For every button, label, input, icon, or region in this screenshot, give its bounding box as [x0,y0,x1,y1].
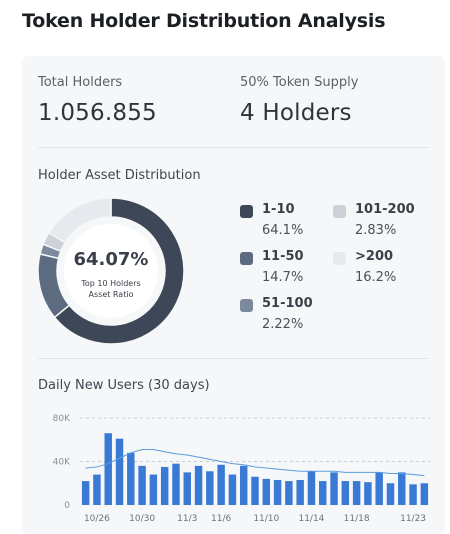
legend-item-200-plus: >200 16.2% [333,249,450,293]
x-tick-label: 11/18 [344,514,370,524]
legend-swatch [240,299,253,312]
bar [409,484,417,505]
legend-pct: 64.1% [262,223,304,238]
x-tick-label: 11/23 [400,514,426,524]
bar [352,481,361,505]
y-tick-label: 80K [53,414,71,424]
legend-item-11-50: 11-50 14.7% [240,249,360,293]
legend-pct: 2.83% [355,223,397,238]
total-holders-label: Total Holders [38,75,123,90]
donut-center-value: 64.07% [73,249,149,270]
legend-swatch [240,205,253,218]
distribution-donut: 64.07% Top 10 Holders Asset Ratio [37,197,185,345]
daily-users-title: Daily New Users (30 days) [38,378,210,393]
bar [228,474,237,505]
donut-inner-disc [64,224,158,318]
donut-segment-0 [53,197,185,345]
bar [206,471,214,505]
bar [375,472,383,505]
legend-item-101-200: 101-200 2.83% [333,202,450,246]
bar [307,471,316,505]
total-holders-value: 1.056.855 [38,100,157,126]
legend-name: >200 [355,249,394,264]
legend-name: 101-200 [355,202,415,217]
bar [319,481,327,505]
bar [138,465,146,505]
bar [251,476,259,505]
bar [93,474,101,505]
supply-holders-label: 50% Token Supply [240,75,359,90]
bar [81,481,90,505]
bar [296,479,304,505]
x-tick-label: 10/26 [84,514,110,524]
analysis-card: Total Holders 1.056.855 50% Token Supply… [22,56,445,534]
bar [149,474,158,505]
bar [262,478,271,505]
bar [285,481,293,505]
bar [115,438,124,505]
supply-holders-value: 4 Holders [240,100,352,126]
bar [398,472,406,505]
x-tick-label: 11/10 [253,514,279,524]
legend-item-1-10: 1-10 64.1% [240,202,360,246]
bar [341,481,350,505]
legend-pct: 2.22% [262,317,304,332]
bar [183,472,191,505]
x-tick-label: 11/6 [211,514,231,524]
bar [330,472,338,505]
page-title: Token Holder Distribution Analysis [22,10,386,32]
x-tick-label: 10/30 [129,514,155,524]
distribution-title: Holder Asset Distribution [38,168,201,183]
donut-chart [37,197,185,345]
y-tick-label: 0 [64,501,70,511]
bar [127,452,135,505]
legend-swatch [240,252,253,265]
daily-users-svg: 0 40K 80K 10/26 10/30 11/3 11/6 11/10 11/14 11/18… [53,414,430,524]
divider [38,147,429,148]
bar [217,464,225,505]
bar [364,482,372,505]
legend-pct: 14.7% [262,270,304,285]
bar [386,483,395,505]
x-tick-label: 11/3 [177,514,197,524]
bar [172,463,180,505]
donut-center: 64.07% Top 10 Holders Asset Ratio [38,198,184,344]
bar [194,465,203,505]
divider [38,358,429,359]
bar [420,483,429,505]
x-tick-label: 11/14 [298,514,324,524]
legend-name: 1-10 [262,202,295,217]
bar [160,466,169,505]
daily-users-chart: 0 40K 80K 10/26 10/30 11/3 11/6 11/10 11/14 11/18… [38,408,438,528]
bar [104,433,112,505]
legend-swatch [333,205,346,218]
donut-center-label: Top 10 Holders Asset Ratio [81,279,141,299]
y-tick-label: 40K [53,458,71,468]
bar [239,465,248,505]
legend-pct: 16.2% [355,270,397,285]
legend-item-51-100: 51-100 2.22% [240,296,360,340]
legend-name: 11-50 [262,249,304,264]
donut-segment-4 [47,197,112,244]
bar [273,479,282,505]
legend-swatch [333,252,346,265]
legend-name: 51-100 [262,296,313,311]
trend-line [85,449,425,477]
